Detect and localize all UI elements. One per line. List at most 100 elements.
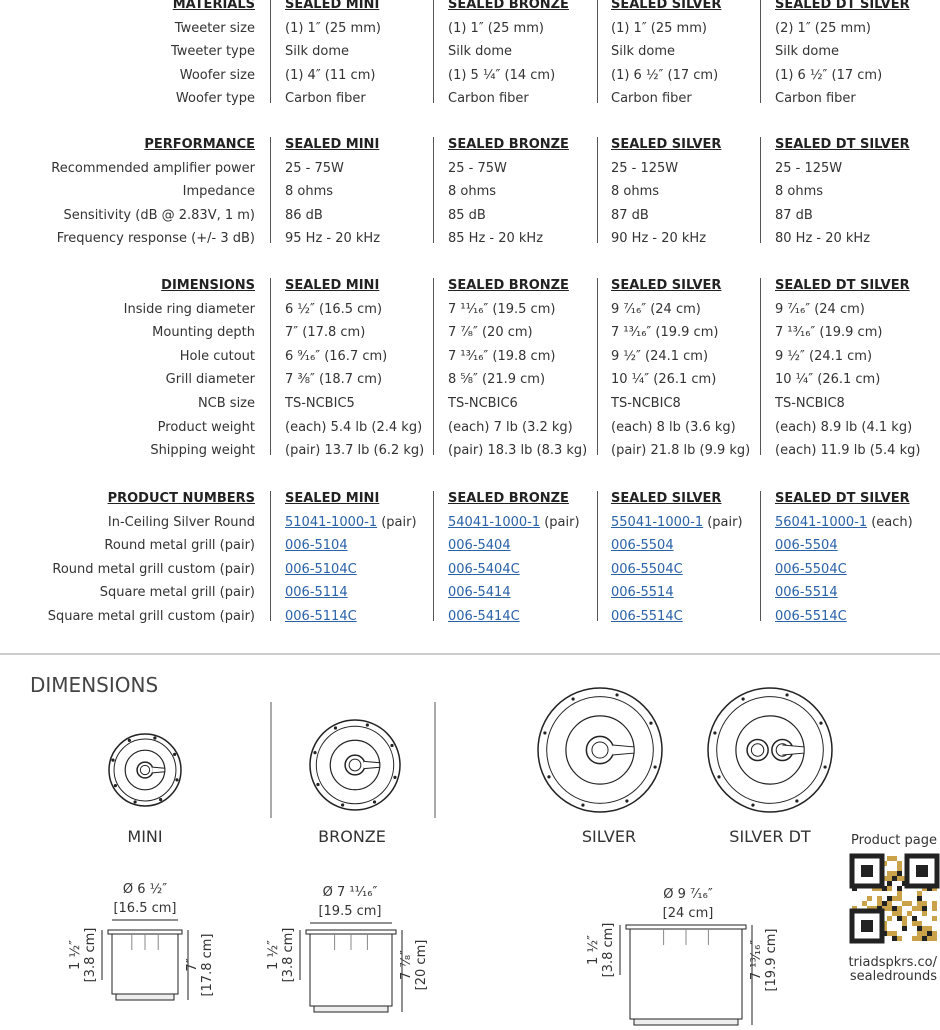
cell: 10 ¼″ (26.1 cm) [775, 372, 881, 388]
qr-cell [877, 901, 882, 906]
part-number-link[interactable]: 006-5404C [448, 561, 520, 577]
qr-cell [892, 856, 897, 861]
tweeter [585, 735, 615, 765]
part-number-link[interactable]: 51041-1000-1 [285, 514, 378, 530]
part-number-link[interactable]: 54041-1000-1 [448, 514, 541, 530]
screw [615, 693, 619, 697]
row-label: Woofer size [179, 67, 255, 83]
column-header: SEALED DT SILVER [775, 491, 910, 506]
part-number-link[interactable]: 006-5414C [448, 609, 520, 624]
qr-cell [892, 936, 897, 941]
column-separator [270, 278, 271, 456]
row-label: Square metal grill custom (pair) [47, 609, 255, 624]
qr-cell [932, 916, 937, 921]
cell: (1) 1″ (25 mm) [611, 20, 707, 36]
qr-cell [932, 931, 937, 936]
row-label: Mounting depth [152, 325, 255, 341]
qr-cell [897, 871, 902, 876]
flange [305, 929, 397, 935]
depth-label: 7 ¹³⁄₁₆″ [749, 940, 764, 980]
row-label: NCB size [197, 396, 255, 411]
qr-cell [917, 906, 922, 911]
column-header: SEALED BRONZE [448, 137, 569, 152]
qr-cell [897, 861, 902, 866]
part-number-link[interactable]: 006-5504 [775, 538, 838, 554]
qr-cell [922, 911, 927, 916]
bridge [152, 766, 166, 774]
screw [153, 736, 157, 740]
part-number-link[interactable]: 006-5114C [285, 609, 357, 624]
column-header: SEALED BRONZE [448, 491, 569, 506]
row-label: Inside ring diameter [123, 301, 255, 317]
cell: 8 ohms [285, 184, 334, 200]
part-number-link[interactable]: 006-5104C [285, 561, 357, 577]
qr-cell [892, 876, 897, 881]
qr-cell [897, 891, 902, 896]
cell: 006-5504 [611, 538, 674, 554]
cell: 7 ¹³⁄₁₆″ (19.9 cm) [775, 325, 883, 341]
cell: (each) 7 lb (3.2 kg) [448, 419, 573, 435]
qr-cell [867, 896, 872, 901]
bridge [782, 744, 805, 756]
screw [653, 765, 657, 769]
depth-cm-label: [20 cm] [414, 940, 429, 991]
part-number-link[interactable]: 006-5514C [611, 609, 683, 624]
column-separator [433, 491, 434, 621]
column-header: SEALED BRONZE [448, 0, 569, 12]
column-separator [597, 0, 598, 104]
screw [785, 693, 789, 697]
screw [543, 731, 547, 735]
cell: (each) 11.9 lb (5.4 kg) [775, 443, 921, 459]
part-number-link[interactable]: 006-5514C [775, 609, 847, 624]
cell: 8 ohms [775, 184, 824, 200]
part-number-link[interactable]: 006-5414 [448, 585, 511, 601]
part-number-link[interactable]: 006-5514 [611, 585, 674, 601]
part-number-link[interactable]: 55041-1000-1 [611, 514, 704, 530]
column-separator [433, 278, 434, 456]
qr-cell [917, 896, 922, 901]
depth-cm-label: [19.9 cm] [764, 928, 779, 991]
qr-cell [897, 906, 902, 911]
part-number-link[interactable]: 006-5504 [611, 538, 674, 554]
speaker-ring [113, 738, 177, 802]
part-number-link[interactable]: 006-5104 [285, 538, 348, 554]
part-number-link[interactable]: 006-5514 [775, 585, 838, 601]
cell: 006-5404 [448, 538, 511, 554]
column-header: SEALED SILVER [611, 278, 722, 293]
qr-cell [877, 896, 882, 901]
column-header: SEALED DT SILVER [775, 137, 910, 152]
cell: 85 Hz - 20 kHz [448, 231, 544, 247]
tweeter-dome [750, 743, 765, 757]
product-page-label: Product page [851, 833, 937, 848]
qr-cell [927, 931, 932, 936]
part-number-link[interactable]: 006-5504C [775, 561, 847, 577]
speaker-ring [716, 696, 824, 804]
section-heading: DIMENSIONS [30, 673, 159, 697]
qr-cell [917, 901, 922, 906]
cell: 8 ⅝″ (21.9 cm) [448, 372, 546, 388]
column-separator [270, 0, 271, 104]
cell: 7 ¹³⁄₁₆″ (19.8 cm) [448, 348, 556, 364]
section-title: PERFORMANCE [144, 137, 255, 152]
cell: 7″ (17.8 cm) [285, 325, 366, 341]
ring-depth-cm-label: [3.8 cm] [281, 928, 296, 983]
screw [581, 803, 585, 807]
row-label: Tweeter type [170, 44, 255, 60]
part-number-link[interactable]: 006-5504C [611, 561, 683, 577]
screw [819, 721, 823, 725]
base [313, 1005, 389, 1013]
tweeter-dome [348, 758, 362, 772]
screw [390, 743, 394, 748]
row-label: In-Ceiling Silver Round [107, 514, 255, 530]
screw [713, 731, 717, 735]
tweeter [344, 754, 366, 776]
part-number-link[interactable]: 006-5404 [448, 538, 511, 554]
screw [365, 723, 369, 727]
part-number-link[interactable]: 006-5114 [285, 585, 348, 601]
diameter-label: Ø 7 ¹¹⁄₁₆″ [323, 885, 378, 900]
part-number-link[interactable]: 56041-1000-1 [775, 514, 868, 530]
qr-cell [917, 921, 922, 926]
cell: 7 ⁷⁄₈″ (20 cm) [448, 325, 533, 341]
cell: (pair) 13.7 lb (6.2 kg) [285, 443, 425, 459]
qr-cell [892, 896, 897, 901]
